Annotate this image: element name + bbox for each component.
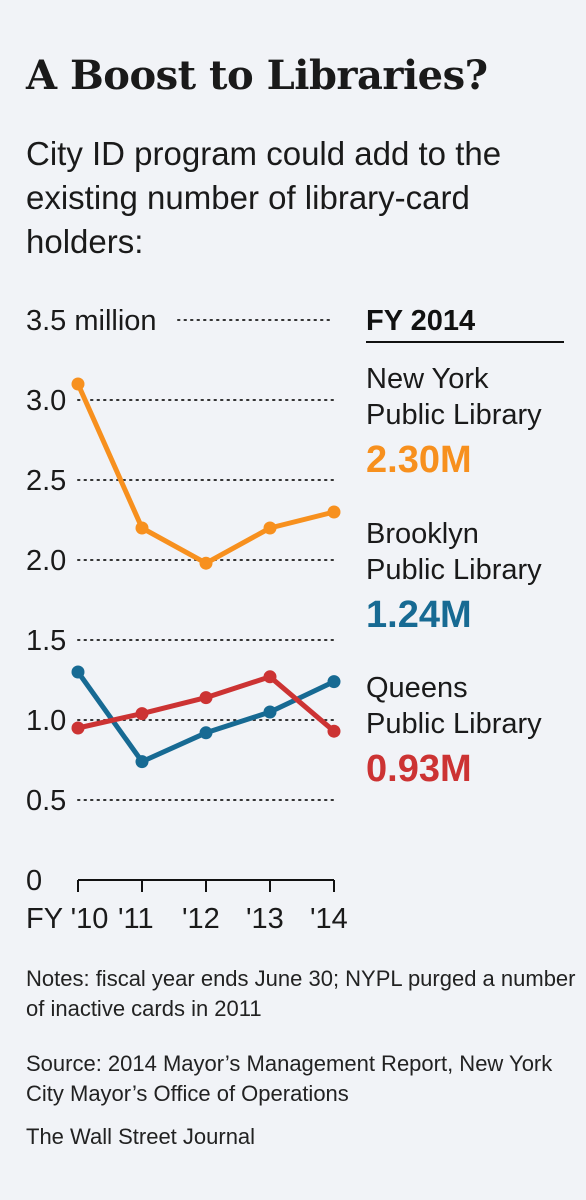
y-tick-label: 1.0	[26, 705, 66, 737]
data-point	[263, 705, 277, 719]
y-axis-tick-labels: 3.5 million 3.0 2.5 2.0 1.5 1.0 0.5 0	[26, 305, 157, 897]
chart-credit: The Wall Street Journal	[26, 1124, 256, 1149]
library-value: 1.24M	[366, 594, 472, 636]
data-point	[199, 726, 213, 740]
gridlines	[77, 319, 335, 801]
legend-header: FY 2014	[366, 305, 475, 337]
x-tick-label: '13	[246, 903, 284, 935]
chart-subtitle: City ID program could add to the existin…	[26, 135, 502, 260]
data-point	[263, 521, 277, 535]
y-tick-label: 2.5	[26, 465, 66, 497]
data-point	[135, 707, 149, 721]
data-point	[327, 675, 341, 689]
data-point	[135, 521, 149, 535]
x-tick-label: '11	[118, 903, 154, 935]
library-name: Brooklyn	[366, 518, 479, 550]
library-name: Queens	[366, 672, 468, 704]
y-tick-label: 0.5	[26, 785, 66, 817]
y-tick-label: 2.0	[26, 545, 66, 577]
data-point	[135, 755, 149, 769]
x-tick-label: '14	[310, 903, 348, 935]
data-point	[71, 377, 85, 391]
x-tick-label: FY '10	[26, 903, 108, 935]
chart-source: Source: 2014 Mayor’s Management Report, …	[26, 1051, 553, 1106]
x-tick-label: '12	[182, 903, 220, 935]
series-lines	[71, 377, 341, 769]
library-name: Public Library	[366, 399, 542, 431]
y-tick-label: 0	[26, 865, 42, 897]
data-point	[71, 721, 85, 735]
y-tick-label: 3.0	[26, 385, 66, 417]
series-line	[75, 382, 335, 566]
data-point	[199, 691, 213, 705]
library-value: 2.30M	[366, 439, 472, 481]
chart-notes: Notes: fiscal year ends June 30; NYPL pu…	[26, 966, 576, 1021]
data-point	[199, 556, 213, 570]
library-name: Public Library	[366, 708, 542, 740]
data-point	[263, 670, 277, 684]
data-point	[327, 724, 341, 738]
y-tick-label: 3.5 million	[26, 305, 157, 337]
y-tick-label: 1.5	[26, 625, 66, 657]
x-axis: FY '10 '11 '12 '13 '14	[26, 879, 348, 935]
data-point	[327, 505, 341, 519]
chart-title: A Boost to Libraries?	[26, 52, 488, 99]
line-chart: 3.5 million 3.0 2.5 2.0 1.5 1.0 0.5 0 FY '10 '11…	[26, 305, 564, 935]
library-name: Public Library	[366, 554, 542, 586]
data-point	[71, 665, 85, 679]
library-name: New York	[366, 363, 489, 395]
library-value: 0.93M	[366, 748, 472, 790]
fy2014-legend-panel: FY 2014 New York Public Library 2.30M Brookl…	[366, 305, 564, 790]
